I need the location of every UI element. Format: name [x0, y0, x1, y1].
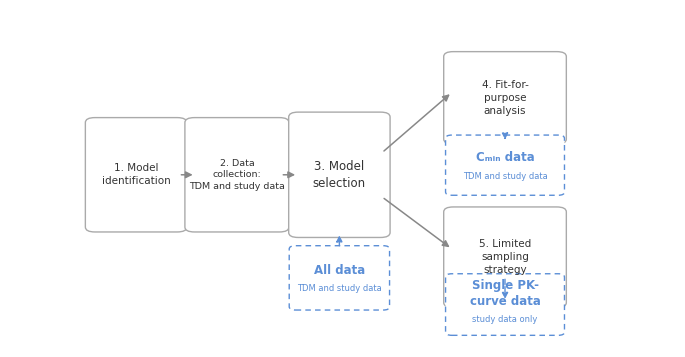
Text: 1. Model
identification: 1. Model identification — [101, 164, 171, 186]
Text: 2. Data
collection:
TDM and study data: 2. Data collection: TDM and study data — [189, 159, 285, 191]
Text: TDM and study data: TDM and study data — [297, 285, 382, 293]
FancyBboxPatch shape — [445, 135, 564, 195]
Text: TDM and study data: TDM and study data — [462, 172, 547, 181]
FancyBboxPatch shape — [445, 274, 564, 335]
FancyBboxPatch shape — [86, 117, 187, 232]
FancyBboxPatch shape — [289, 246, 390, 310]
Text: 3. Model
selection: 3. Model selection — [313, 160, 366, 190]
FancyBboxPatch shape — [444, 207, 566, 308]
Text: All data: All data — [314, 264, 365, 277]
FancyBboxPatch shape — [444, 52, 566, 144]
FancyBboxPatch shape — [288, 112, 390, 237]
Text: Cₘᵢₙ data: Cₘᵢₙ data — [475, 151, 534, 164]
Text: study data only: study data only — [473, 315, 538, 324]
Text: 4. Fit-for-
purpose
analysis: 4. Fit-for- purpose analysis — [482, 80, 528, 116]
FancyBboxPatch shape — [185, 117, 289, 232]
Text: 5. Limited
sampling
strategy: 5. Limited sampling strategy — [479, 240, 531, 275]
Text: Single PK-
curve data: Single PK- curve data — [470, 279, 540, 308]
